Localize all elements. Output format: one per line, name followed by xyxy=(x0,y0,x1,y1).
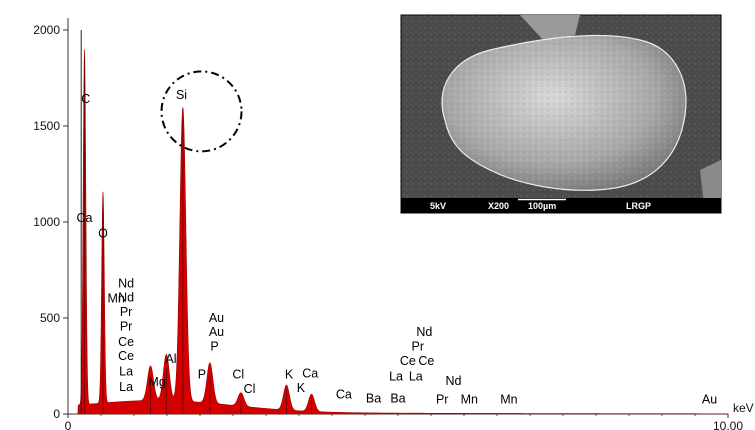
peak-label-mn-36: Mn xyxy=(500,392,517,406)
peak-label-ba-32: Ba xyxy=(390,391,405,405)
peak-label-cl-20: Cl xyxy=(244,382,256,396)
peak-label-au-16: Au xyxy=(209,325,224,339)
y-tick-label-3: 1500 xyxy=(33,119,60,133)
peak-label-nd-25: Nd xyxy=(416,325,432,339)
y-tick-label-0: 0 xyxy=(53,407,60,421)
sem-magnification: X200 xyxy=(488,201,509,211)
peak-label-au-15: Au xyxy=(209,311,224,325)
sem-inset-image: 5kV X200 100µm LRGP xyxy=(400,14,722,214)
peak-label-ca-1: Ca xyxy=(77,211,93,225)
peak-label-o-2: O xyxy=(98,226,108,240)
peak-label-mn-35: Mn xyxy=(461,392,478,406)
peak-label-cl-19: Cl xyxy=(232,367,244,381)
peak-label-ca-22: Ca xyxy=(302,367,318,381)
peak-label-la-10: La xyxy=(119,365,133,379)
x-axis-unit-label: keV xyxy=(733,401,754,415)
spectrum-area xyxy=(77,49,729,415)
peak-label-k-21: K xyxy=(285,367,294,381)
peak-label-k-23: K xyxy=(297,381,306,395)
y-tick-label-2: 1000 xyxy=(33,215,60,229)
peak-label-pr-26: Pr xyxy=(412,340,425,354)
peak-label-mn-4: Mn xyxy=(107,292,124,306)
peak-label-c-0: C xyxy=(81,92,90,106)
peak-label-au-37: Au xyxy=(702,392,717,406)
x-tick-label-1: 10.00 xyxy=(713,419,743,430)
sem-info-bar xyxy=(401,198,721,213)
peak-label-la-11: La xyxy=(119,380,133,394)
y-tick-label-1: 500 xyxy=(40,311,60,325)
x-tick-label-0: 0 xyxy=(65,419,72,430)
peak-label-nd-5: Nd xyxy=(118,291,134,305)
spectrum-fill xyxy=(77,49,729,415)
peak-label-ce-28: Ce xyxy=(418,354,434,368)
peak-label-ce-8: Ce xyxy=(118,335,134,349)
peak-label-nd-3: Nd xyxy=(118,276,134,290)
sem-scale-label: 100µm xyxy=(528,201,556,211)
sem-lab-label: LRGP xyxy=(626,201,651,211)
peak-label-la-30: La xyxy=(409,369,423,383)
peak-label-p-18: P xyxy=(198,367,206,381)
peak-label-pr-7: Pr xyxy=(120,319,133,333)
peak-label-si-14: Si xyxy=(176,88,187,102)
sem-particle-upper xyxy=(520,15,580,42)
peak-label-ca-24: Ca xyxy=(336,388,352,402)
sem-voltage: 5kV xyxy=(430,201,446,211)
y-tick-label-4: 2000 xyxy=(33,23,60,37)
peak-label-nd-33: Nd xyxy=(445,374,461,388)
peak-label-ba-31: Ba xyxy=(366,391,381,405)
peak-label-mg-12: Mg xyxy=(148,375,165,389)
peak-label-p-17: P xyxy=(210,340,218,354)
peak-label-pr-34: Pr xyxy=(436,392,449,406)
peak-label-al-13: Al xyxy=(165,352,176,366)
peak-label-ce-27: Ce xyxy=(400,354,416,368)
highlight-circle xyxy=(160,70,243,153)
peak-label-la-29: La xyxy=(389,369,403,383)
peak-label-ce-9: Ce xyxy=(118,349,134,363)
peak-label-pr-6: Pr xyxy=(120,305,133,319)
